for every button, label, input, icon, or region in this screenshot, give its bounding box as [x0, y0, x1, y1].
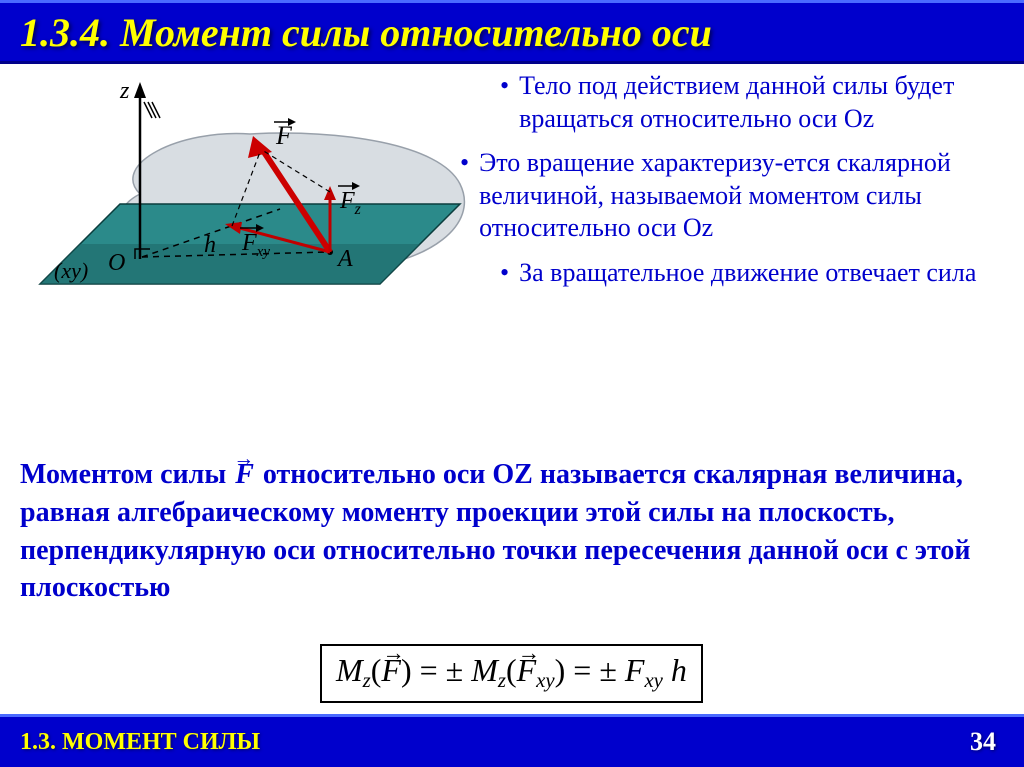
footer-section: 1.3. МОМЕНТ СИЛЫ [20, 729, 260, 756]
formula-rhs: F [625, 652, 645, 688]
label-o: O [108, 250, 125, 276]
bullet-item: • Тело под действием данной силы будет в… [500, 70, 1000, 135]
formula-mid: M [471, 652, 498, 688]
bullet-text: Это вращение характеризу-ется скалярной … [479, 147, 1000, 245]
hatch [144, 102, 152, 118]
label-f-arrowhead [288, 118, 296, 126]
footer-page-number: 34 [970, 727, 996, 757]
formula-lhs: Mz [336, 652, 371, 693]
bullet-text: Тело под действием данной силы будет вра… [519, 70, 1000, 135]
page-title: 1.3.4. Момент силы относительно оси [20, 9, 712, 56]
diagram-svg: z O h A (xy) F Fz Fxy [20, 74, 490, 354]
hatch [152, 102, 160, 118]
def-vec-f: →F [233, 456, 256, 494]
label-xy: (xy) [54, 258, 88, 283]
bullet-marker: • [500, 72, 509, 101]
label-f: F [275, 121, 293, 150]
hatch [148, 102, 156, 118]
label-h: h [204, 232, 216, 258]
bullet-list: • Тело под действием данной силы будет в… [500, 70, 1000, 301]
bullet-marker: • [460, 149, 469, 178]
formula-eq2: = ± [573, 652, 617, 688]
bullet-text: За вращательное движение отвечает сила [519, 257, 976, 290]
footer-bar: 1.3. МОМЕНТ СИЛЫ 34 [0, 714, 1024, 767]
definition-paragraph: Моментом силы →F относительно оси OZ наз… [20, 456, 1000, 607]
content-area: z O h A (xy) F Fz Fxy • Тело под д [0, 64, 1024, 714]
formula-box: Mz (→F) = ± Mz(→Fxy) = ± Fxy h [320, 644, 703, 703]
bullet-item: • За вращательное движение отвечает сила [500, 257, 1000, 290]
bullet-marker: • [500, 259, 509, 288]
label-a: A [336, 246, 353, 272]
plane-shade [40, 244, 420, 284]
def-pre: Моментом силы [20, 459, 233, 490]
formula-eq1: = ± [420, 652, 464, 688]
label-z: z [119, 78, 130, 104]
bullet-item: • Это вращение характеризу-ется скалярно… [460, 147, 1000, 245]
header-bar: 1.3.4. Момент силы относительно оси [0, 0, 1024, 64]
z-arrowhead [134, 82, 146, 98]
diagram: z O h A (xy) F Fz Fxy [20, 74, 490, 354]
